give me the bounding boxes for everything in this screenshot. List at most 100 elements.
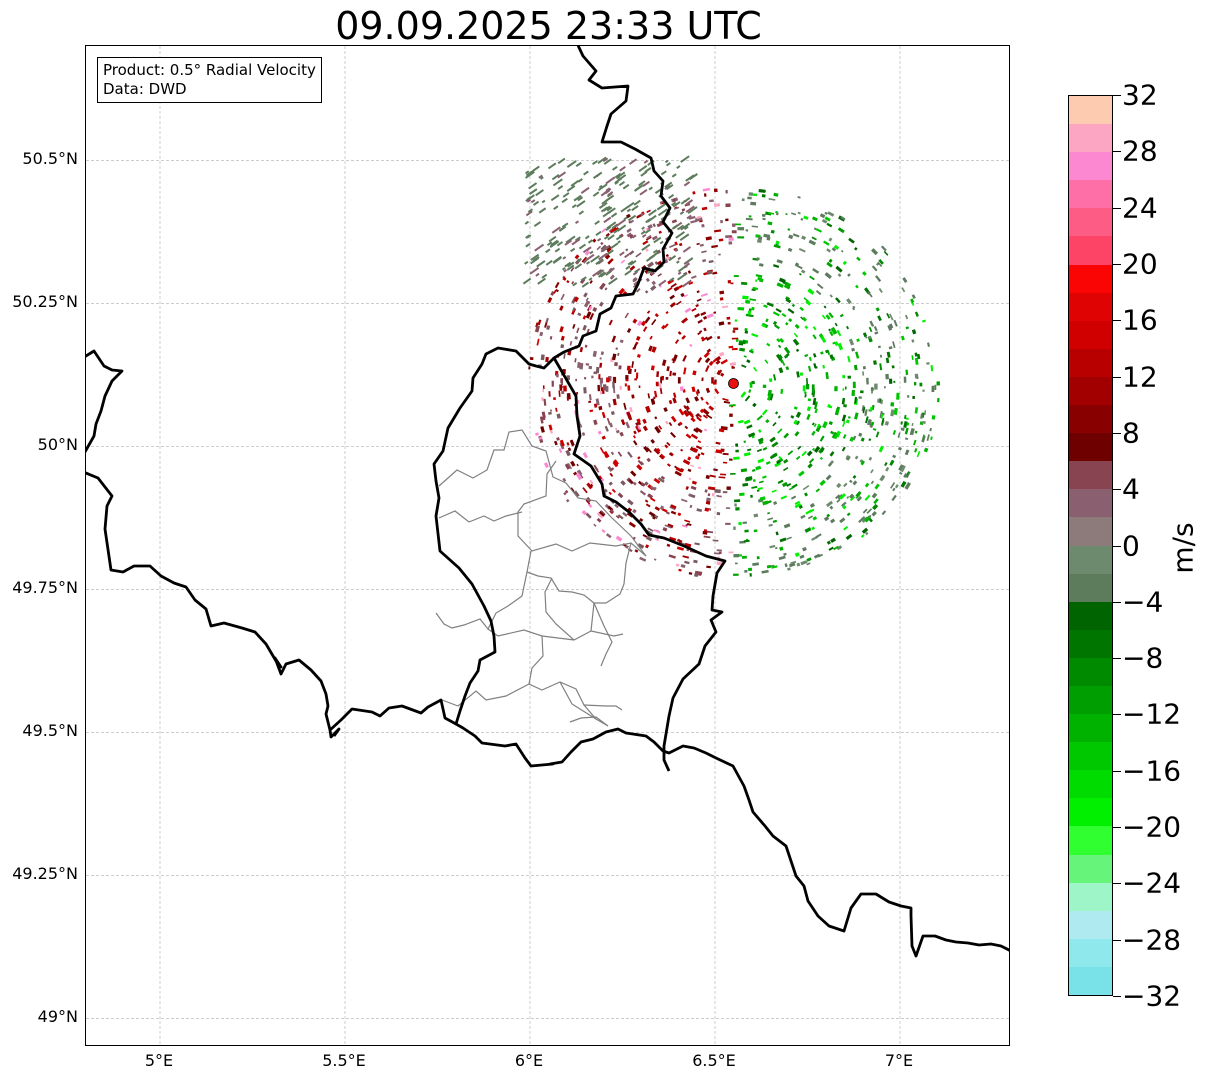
echo-pixel: [545, 317, 549, 323]
echo-pixel: [625, 248, 629, 252]
echo-pixel: [883, 250, 889, 256]
echo-pixel: [684, 203, 691, 207]
echo-pixel: [778, 455, 782, 460]
echo-pixel: [706, 335, 713, 341]
echo-pixel: [884, 462, 888, 467]
echo-pixel: [679, 386, 684, 392]
echo-pixel: [792, 233, 800, 238]
echo-pixel: [577, 312, 582, 317]
echo-pixel: [677, 271, 682, 275]
echo-pixel: [609, 422, 614, 428]
echo-pixel: [847, 416, 851, 419]
echo-pixel: [766, 342, 771, 347]
echo-pixel: [545, 248, 551, 254]
echo-pixel: [821, 219, 828, 224]
echo-pixel: [644, 499, 649, 503]
echo-pixel: [672, 354, 678, 362]
echo-pixel: [565, 449, 571, 457]
echo-pixel: [697, 331, 701, 336]
echo-pixel: [866, 377, 869, 385]
echo-pixel: [635, 341, 639, 345]
echo-pixel: [849, 495, 856, 502]
echo-pixel: [582, 487, 588, 494]
echo-pixel: [772, 320, 778, 326]
echo-pixel: [756, 239, 762, 244]
echo-pixel: [593, 419, 598, 426]
echo-pixel: [583, 292, 588, 298]
echo-pixel: [734, 319, 738, 322]
echo-pixel: [554, 281, 560, 289]
echo-pixel: [766, 302, 774, 308]
echo-pixel: [709, 199, 714, 203]
echo-pixel: [586, 328, 590, 334]
echo-pixel: [654, 261, 659, 266]
echo-pixel: [574, 236, 581, 242]
echo-pixel: [725, 522, 731, 525]
echo-pixel: [804, 394, 807, 398]
echo-pixel: [694, 313, 701, 318]
echo-pixel: [765, 460, 771, 465]
echo-pixel: [813, 423, 817, 428]
echo-pixel: [584, 235, 590, 240]
echo-pixel: [576, 469, 583, 476]
echo-pixel: [872, 428, 877, 431]
echo-pixel: [670, 510, 677, 515]
echo-pixel: [690, 219, 698, 224]
map-area[interactable]: [85, 45, 1010, 1046]
echo-pixel: [701, 250, 707, 254]
echo-pixel: [903, 376, 907, 383]
echo-pixel: [751, 485, 758, 489]
echo-pixel: [841, 397, 846, 405]
echo-pixel: [795, 348, 800, 352]
echo-pixel: [638, 180, 646, 187]
echo-pixel: [800, 217, 804, 221]
echo-pixel: [783, 523, 791, 529]
echo-pixel: [900, 421, 903, 425]
lat-tick-label: 49.5°N: [22, 721, 78, 741]
echo-pixel: [669, 243, 677, 249]
echo-pixel: [650, 398, 656, 405]
echo-pixel: [547, 297, 553, 304]
echo-pixel: [533, 221, 542, 228]
colorbar-tick-label: −4: [1122, 585, 1164, 619]
echo-pixel: [605, 385, 609, 390]
echo-pixel: [798, 273, 802, 276]
echo-pixel: [703, 315, 708, 320]
echo-pixel: [624, 544, 629, 549]
echo-pixel: [600, 206, 609, 213]
echo-pixel: [776, 460, 781, 465]
echo-pixel: [618, 365, 622, 370]
echo-pixel: [700, 292, 708, 297]
echo-pixel: [761, 409, 768, 416]
echo-pixel: [608, 491, 612, 495]
echo-pixel: [728, 241, 733, 245]
echo-pixel: [833, 545, 839, 551]
echo-pixel: [785, 321, 789, 326]
echo-pixel: [753, 529, 758, 533]
echo-pixel: [722, 397, 729, 402]
colorbar-tick-label: 16: [1122, 303, 1158, 337]
echo-pixel: [873, 498, 879, 505]
echo-pixel: [573, 296, 579, 303]
echo-pixel: [718, 253, 721, 256]
echo-pixel: [636, 464, 643, 471]
echo-pixel: [694, 542, 700, 546]
echo-pixel: [825, 474, 832, 481]
echo-pixel: [654, 425, 661, 434]
radar-site-dot: [728, 378, 739, 389]
echo-pixel: [642, 240, 649, 246]
echo-pixel: [632, 318, 638, 324]
echo-pixel: [715, 355, 722, 362]
echo-pixel: [603, 450, 610, 459]
echo-pixel: [589, 312, 595, 321]
echo-pixel: [811, 422, 815, 426]
echo-pixel: [842, 434, 847, 439]
echo-pixel: [604, 425, 609, 432]
echo-pixel: [758, 440, 764, 445]
echo-pixel: [765, 318, 769, 323]
echo-pixel: [812, 516, 818, 521]
echo-pixel: [827, 462, 832, 467]
echo-pixel: [620, 259, 626, 264]
echo-pixel: [861, 271, 867, 276]
echo-pixel: [592, 238, 597, 243]
